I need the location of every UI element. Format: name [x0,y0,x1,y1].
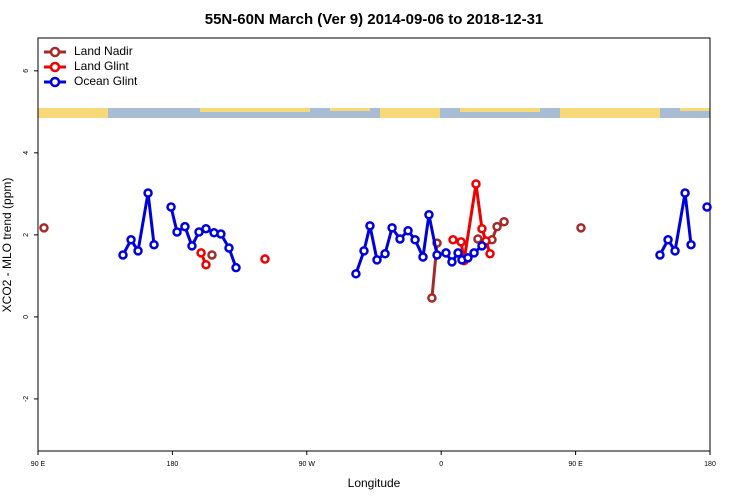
point [432,250,442,260]
legend-label: Land Nadir [74,44,133,58]
point [427,293,437,303]
point [187,241,197,251]
point [201,260,211,270]
point [418,252,428,262]
point [492,221,502,232]
legend-marker [49,76,61,88]
point [149,239,159,250]
point [702,202,712,212]
x-axis-label: Longitude [348,476,401,490]
point [365,221,375,231]
point [441,248,451,258]
point [260,254,270,264]
point [224,243,234,253]
point [372,255,382,265]
point [469,248,479,258]
y-tick-label: -2 [23,396,30,402]
point [473,234,483,244]
point [680,188,690,198]
point [126,235,136,245]
point [351,269,361,279]
point [143,188,153,198]
x-tick-label: 180 [167,461,179,468]
point [447,257,457,267]
map-strip [38,108,710,118]
point [207,250,217,260]
point [456,237,466,247]
point [201,223,211,234]
point [655,250,665,260]
point [133,246,143,256]
point [686,239,696,250]
y-tick-label: 2 [23,233,30,237]
y-axis-label: XCO2 - MLO trend (ppm) [0,178,14,313]
point [231,262,241,273]
point [387,223,397,233]
point [403,226,413,236]
point [380,248,390,259]
chart-title: 55N-60N March (Ver 9) 2014-09-06 to 2018… [205,11,544,28]
y-tick-label: 0 [23,315,30,319]
point [477,241,487,251]
point [576,223,586,233]
point [118,250,128,260]
x-tick-label: 0 [439,461,443,468]
x-tick-label: 90 E [568,461,583,468]
point [471,179,481,189]
point [424,210,434,220]
point [448,235,458,245]
legend-marker [49,46,61,58]
y-tick-label: 6 [23,69,30,73]
point [196,248,206,258]
point [39,223,49,233]
point [166,202,176,212]
x-tick-label: 90 W [299,461,316,468]
point [670,246,680,256]
point [359,246,369,256]
plot-frame [37,37,711,452]
point [463,253,473,263]
legend-label: Ocean Glint [74,74,138,88]
point [453,248,463,258]
point [663,235,673,245]
point [410,235,420,245]
point [172,227,182,237]
x-tick-label: 90 E [31,461,46,468]
point [216,229,226,239]
point [395,234,405,244]
point [180,221,190,232]
y-tick-label: 4 [23,151,30,155]
point [499,216,509,227]
point [485,248,495,259]
x-tick-label: 180 [704,461,716,468]
point [194,227,204,237]
legend-label: Land Glint [74,59,129,73]
legend-marker [49,61,61,73]
point [477,223,487,234]
